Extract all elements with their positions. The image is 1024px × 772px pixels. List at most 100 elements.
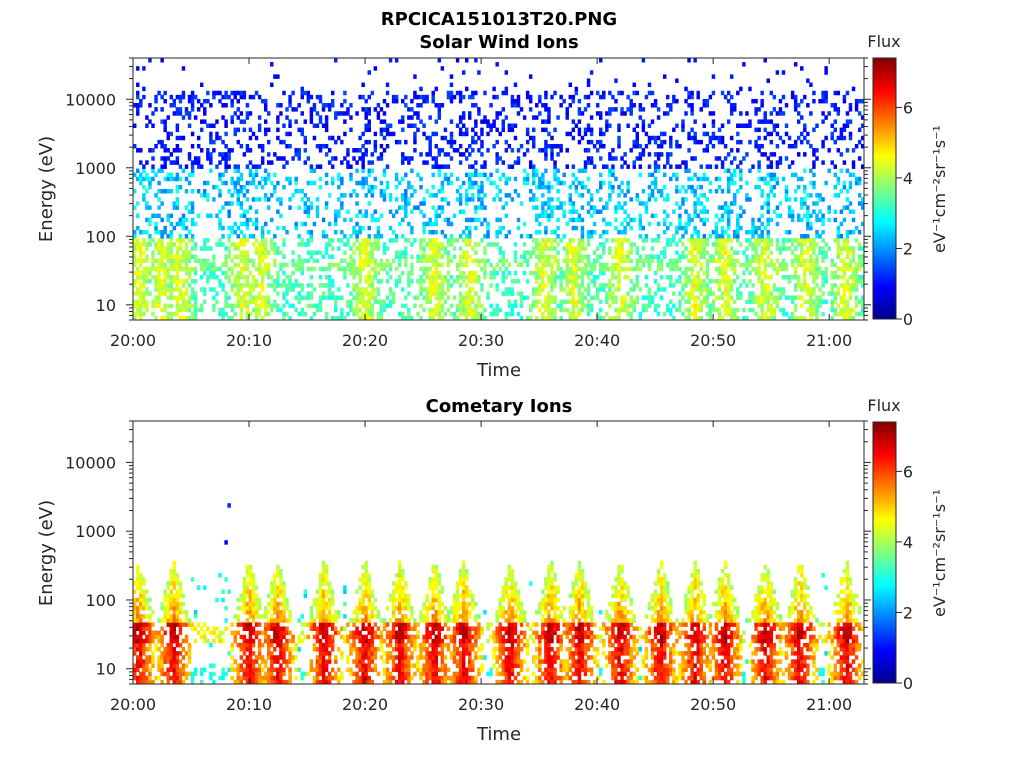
flux-cell — [605, 111, 608, 115]
flux-cell — [462, 250, 465, 254]
flux-cell — [703, 242, 706, 246]
flux-cell — [517, 279, 520, 283]
flux-cell — [852, 287, 855, 291]
flux-cell — [849, 119, 852, 123]
flux-cell — [419, 291, 422, 295]
flux-cell — [575, 218, 578, 222]
flux-cell — [599, 111, 602, 115]
flux-cell — [221, 140, 224, 144]
flux-cell — [541, 103, 544, 107]
flux-cell — [252, 283, 255, 287]
flux-cell — [721, 214, 724, 218]
flux-cell — [468, 111, 471, 115]
flux-cell — [514, 177, 517, 181]
flux-cell — [736, 91, 739, 95]
flux-cell — [270, 160, 273, 164]
flux-cell — [173, 111, 176, 115]
flux-cell — [425, 136, 428, 140]
flux-cell — [142, 267, 145, 271]
flux-cell — [428, 193, 431, 197]
flux-cell — [224, 304, 227, 308]
flux-cell — [340, 103, 343, 107]
flux-cell — [185, 263, 188, 267]
flux-cell — [310, 205, 313, 209]
flux-cell — [276, 119, 279, 123]
flux-cell — [700, 304, 703, 308]
flux-cell — [556, 197, 559, 201]
flux-cell — [773, 308, 776, 312]
flux-cell — [170, 177, 173, 181]
flux-cell — [727, 291, 730, 295]
flux-cell — [358, 267, 361, 271]
flux-cell — [349, 300, 352, 304]
flux-cell — [230, 283, 233, 287]
flux-cell — [492, 308, 495, 312]
flux-cell — [234, 279, 237, 283]
flux-cell — [160, 234, 163, 238]
flux-cell — [791, 275, 794, 279]
flux-cell — [809, 312, 812, 316]
flux-cell — [529, 107, 532, 111]
flux-cell — [237, 115, 240, 119]
flux-cell — [681, 287, 684, 291]
flux-cell — [620, 222, 623, 226]
flux-cell — [264, 267, 267, 271]
flux-cell — [422, 99, 425, 103]
flux-cell — [721, 91, 724, 95]
flux-cell — [763, 128, 766, 132]
flux-cell — [517, 156, 520, 160]
flux-cell — [218, 226, 221, 230]
flux-cell — [785, 275, 788, 279]
flux-cell — [194, 156, 197, 160]
flux-cell — [258, 291, 261, 295]
flux-cell — [733, 312, 736, 316]
flux-cell — [285, 160, 288, 164]
flux-cell — [572, 99, 575, 103]
flux-cell — [681, 234, 684, 238]
flux-cell — [843, 291, 846, 295]
flux-cell — [709, 111, 712, 115]
flux-cell — [224, 246, 227, 250]
flux-cell — [843, 267, 846, 271]
flux-cell — [224, 164, 227, 168]
flux-cell — [218, 209, 221, 213]
flux-cell — [160, 95, 163, 99]
flux-cell — [368, 259, 371, 263]
flux-cell — [410, 226, 413, 230]
flux-cell — [468, 197, 471, 201]
flux-cell — [715, 295, 718, 299]
flux-cell — [757, 226, 760, 230]
flux-cell — [745, 259, 748, 263]
flux-cell — [788, 295, 791, 299]
flux-cell — [395, 255, 398, 259]
flux-cell — [757, 238, 760, 242]
flux-cell — [757, 304, 760, 308]
flux-cell — [767, 242, 770, 246]
flux-cell — [459, 119, 462, 123]
flux-cell — [173, 201, 176, 205]
flux-cell — [477, 189, 480, 193]
flux-cell — [246, 144, 249, 148]
flux-cell — [745, 283, 748, 287]
flux-cell — [706, 238, 709, 242]
flux-cell — [547, 238, 550, 242]
flux-cell — [706, 148, 709, 152]
flux-cell — [404, 214, 407, 218]
flux-cell — [307, 214, 310, 218]
flux-cell — [690, 259, 693, 263]
flux-cell — [243, 304, 246, 308]
flux-cell — [760, 152, 763, 156]
flux-cell — [779, 295, 782, 299]
flux-cell — [770, 250, 773, 254]
flux-cell — [663, 140, 666, 144]
flux-cell — [495, 185, 498, 189]
flux-cell — [712, 136, 715, 140]
flux-cell — [364, 181, 367, 185]
flux-cell — [846, 300, 849, 304]
flux-cell — [821, 230, 824, 234]
flux-cell — [310, 95, 313, 99]
flux-cell — [727, 234, 730, 238]
flux-cell — [462, 111, 465, 115]
flux-cell — [837, 181, 840, 185]
flux-cell — [815, 230, 818, 234]
